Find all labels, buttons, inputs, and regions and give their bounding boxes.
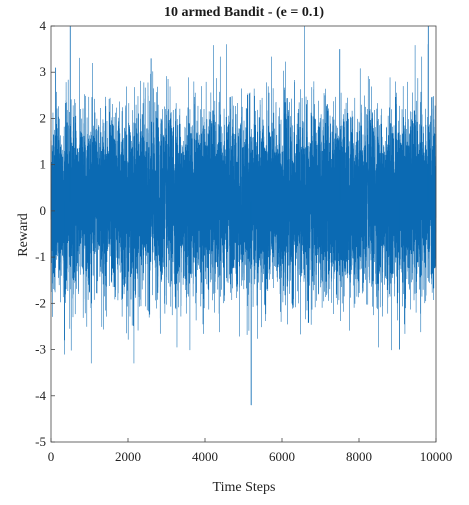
- y-tick-label: 4: [40, 18, 47, 33]
- x-tick-label: 10000: [420, 449, 453, 464]
- x-axis: 0 2000 4000 6000 8000 10000: [48, 438, 453, 464]
- y-tick-label: 2: [40, 110, 47, 125]
- x-tick-label: 8000: [346, 449, 372, 464]
- x-tick-label: 4000: [192, 449, 218, 464]
- y-tick-label: 1: [40, 157, 47, 172]
- y-tick-label: -2: [35, 295, 46, 310]
- x-tick-label: 2000: [115, 449, 141, 464]
- y-axis: 4 3 2 1 0 -1 -2 -3 -4 -5: [35, 18, 55, 449]
- x-axis-label: Time Steps: [213, 480, 276, 495]
- y-tick-label: -4: [35, 388, 46, 403]
- y-axis-label: Reward: [16, 213, 31, 257]
- chart-title: 10 armed Bandit - (e = 0.1): [164, 5, 324, 20]
- reward-line: [50, 25, 437, 406]
- y-tick-label: 0: [40, 203, 47, 218]
- y-tick-label: -5: [35, 434, 46, 449]
- reward-series: [50, 25, 437, 406]
- x-tick-label: 0: [48, 449, 55, 464]
- y-tick-label: -1: [35, 249, 46, 264]
- y-tick-label: -3: [35, 342, 46, 357]
- plot-box: [50, 25, 437, 443]
- y-tick-label: 3: [40, 64, 47, 79]
- x-tick-label: 6000: [269, 449, 295, 464]
